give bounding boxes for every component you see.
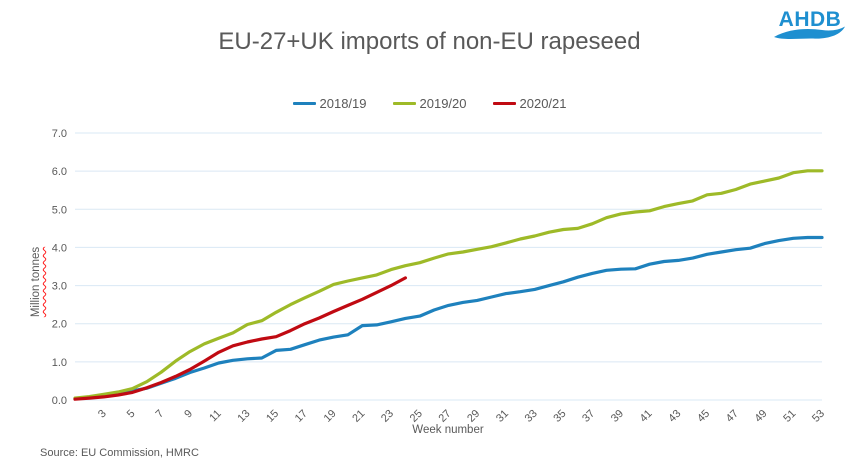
x-tick-label: 7 — [154, 408, 167, 421]
x-tick-label: 35 — [551, 408, 568, 425]
x-tick-label: 5 — [125, 408, 138, 421]
x-tick-label: 25 — [408, 408, 425, 425]
x-tick-label: 33 — [523, 408, 540, 425]
x-tick-label: 43 — [666, 408, 683, 425]
legend-label: 2018/19 — [319, 96, 367, 111]
x-tick-label: 39 — [609, 408, 626, 425]
x-tick-label: 41 — [638, 408, 655, 425]
legend-swatch — [392, 101, 416, 106]
y-axis-label: Million tonnes — [30, 246, 42, 318]
legend-label: 2020/21 — [519, 96, 567, 111]
x-tick-label: 47 — [724, 408, 741, 425]
ahdb-swoosh-icon — [774, 26, 845, 39]
chart-title: EU-27+UK imports of non-EU rapeseed — [218, 28, 641, 55]
x-tick-label: 19 — [322, 408, 339, 425]
x-tick-label: 21 — [350, 408, 367, 425]
y-tick-label: 3.0 — [52, 281, 67, 293]
x-tick-label: 49 — [752, 408, 769, 425]
legend-swatch — [492, 101, 516, 106]
legend-item-2018-19: 2018/19 — [292, 96, 367, 111]
legend-item-2020-21: 2020/21 — [492, 96, 567, 111]
x-tick-label: 13 — [235, 408, 252, 425]
x-tick-label: 29 — [465, 408, 482, 425]
x-tick-label: 9 — [182, 408, 195, 421]
legend-swatch — [292, 101, 316, 106]
y-tick-label: 6.0 — [52, 166, 67, 178]
y-tick-label: 4.0 — [52, 242, 67, 254]
legend-label: 2019/20 — [419, 96, 467, 111]
ahdb-logo-graphic: AHDB — [774, 8, 845, 39]
series-line-2019-20 — [73, 169, 824, 400]
x-tick-label: 53 — [810, 408, 827, 425]
x-tick-label: 17 — [293, 408, 310, 425]
ahdb-logo: AHDB — [771, 5, 849, 51]
x-tick-label: 45 — [695, 408, 712, 425]
x-axis-label: Week number — [412, 424, 484, 436]
x-tick-label: 51 — [781, 408, 798, 425]
series-line-2020-21 — [73, 276, 407, 401]
source-note: Source: EU Commission, HMRC — [40, 447, 199, 459]
x-tick-label: 27 — [436, 408, 453, 425]
chart-legend: 2018/19 2019/20 2020/21 — [0, 96, 859, 111]
x-tick-label: 31 — [494, 408, 511, 425]
legend-item-2019-20: 2019/20 — [392, 96, 467, 111]
x-tick-label: 15 — [264, 408, 281, 425]
y-tick-label: 5.0 — [52, 204, 67, 216]
ahdb-logo-text: AHDB — [779, 8, 842, 31]
series-line-2018-19 — [73, 235, 824, 401]
y-tick-label: 1.0 — [52, 357, 67, 369]
x-tick-label: 3 — [96, 408, 109, 421]
x-tick-label: 37 — [580, 408, 597, 425]
x-tick-label: 11 — [207, 408, 224, 425]
y-tick-label: 0.0 — [52, 395, 67, 407]
x-tick-label: 23 — [379, 408, 396, 425]
y-tick-label: 7.0 — [52, 128, 67, 140]
y-tick-label: 2.0 — [52, 319, 67, 331]
